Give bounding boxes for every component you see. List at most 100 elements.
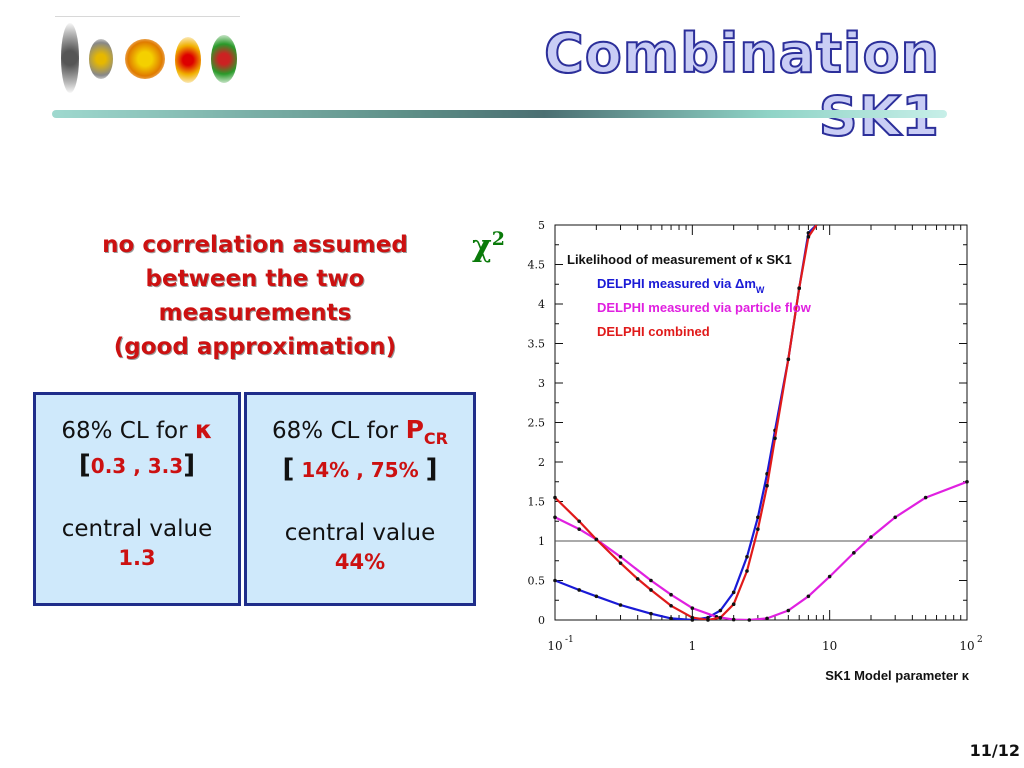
series-point xyxy=(806,235,811,239)
x-tick-exponent: -1 xyxy=(565,635,574,645)
series-point xyxy=(745,555,749,559)
series-point xyxy=(669,603,673,608)
kappa-result-box: 68% CL for κ [0.3 , 3.3] central value 1… xyxy=(33,392,241,606)
correlation-note: no correlation assumed between the two m… xyxy=(90,228,420,364)
chi-symbol: χ xyxy=(472,229,492,264)
series-point xyxy=(806,594,811,599)
y-tick-label: 0 xyxy=(538,614,545,627)
kappa-central-value: 1.3 xyxy=(118,546,156,570)
series-point xyxy=(923,495,928,500)
experiment-logo-strip xyxy=(55,16,240,107)
series-point xyxy=(577,588,581,592)
series-point xyxy=(553,515,557,520)
pcr-result-box: 68% CL for PCR [ 14% , 75% ] central val… xyxy=(244,392,476,606)
w-boson-event-icon xyxy=(211,35,237,83)
pcr-central-value: 44% xyxy=(334,550,386,574)
collision-event-icon xyxy=(89,39,113,79)
chi-square-axis-label: χ2 xyxy=(472,228,505,264)
note-line: between the two xyxy=(145,266,365,292)
range-open-bracket: [ xyxy=(282,454,295,484)
kappa-range-text: 0.3 , 3.3 xyxy=(90,454,184,478)
series-point xyxy=(797,286,801,290)
pcr-cl-prefix: 68% CL for xyxy=(272,418,406,444)
kappa-range: [0.3 , 3.3] xyxy=(36,450,238,480)
slide-title: Combination SK1 xyxy=(543,21,940,149)
y-tick-label: 2.5 xyxy=(528,417,546,430)
y-tick-label: 4 xyxy=(538,298,545,311)
series-point xyxy=(649,578,653,583)
series-point xyxy=(553,495,557,500)
series-point xyxy=(649,611,653,616)
series-point xyxy=(786,608,791,613)
series-point xyxy=(773,436,777,441)
pcr-cl-line: 68% CL for PCR xyxy=(247,415,473,448)
series-point xyxy=(869,535,873,539)
note-line: measurements xyxy=(158,300,352,326)
pcr-central-label: central value xyxy=(284,520,436,546)
legend-entry: DELPHI measured via particle flow xyxy=(597,300,812,315)
range-close-bracket: ] xyxy=(183,450,196,480)
y-tick-label: 1 xyxy=(538,535,545,548)
x-axis-label: SK1 Model parameter κ xyxy=(825,668,970,683)
legend-entry: DELPHI combined xyxy=(597,324,710,339)
kappa-cl-line: 68% CL for κ xyxy=(36,415,238,444)
note-line: (good approximation) xyxy=(113,334,397,360)
electron-event-icon xyxy=(61,23,79,93)
series-point xyxy=(594,537,599,542)
title-underline xyxy=(52,110,947,118)
x-tick-label: 10 xyxy=(822,639,837,653)
series-point xyxy=(765,483,769,488)
pcr-range-text: 14% , 75% xyxy=(294,458,426,482)
x-tick-exponent: 2 xyxy=(977,635,983,645)
series-point xyxy=(690,615,695,620)
chi-power: 2 xyxy=(491,228,505,250)
series-point xyxy=(718,615,723,620)
series-point xyxy=(893,515,897,520)
series-point xyxy=(618,561,623,565)
series-point xyxy=(669,592,673,597)
series-point xyxy=(706,618,710,622)
series-point xyxy=(618,603,623,607)
y-tick-label: 3.5 xyxy=(528,338,546,351)
series-point xyxy=(618,555,623,559)
kappa-cl-prefix: 68% CL for xyxy=(61,418,195,444)
series-point xyxy=(669,616,673,621)
series-point xyxy=(718,608,723,613)
series-point xyxy=(731,617,736,622)
series-point xyxy=(553,578,557,583)
series-point xyxy=(577,519,581,524)
burst-event-icon xyxy=(125,39,165,79)
kappa-central-label: central value xyxy=(61,516,213,542)
legend-entry: DELPHI measured via ΔmW xyxy=(597,276,765,295)
series-point xyxy=(577,527,581,531)
y-tick-label: 5 xyxy=(538,219,545,232)
series-point xyxy=(594,594,599,599)
series-point xyxy=(765,616,769,621)
pcr-symbol: PCR xyxy=(405,415,448,448)
series-point xyxy=(756,527,760,531)
y-tick-label: 2 xyxy=(538,456,545,469)
series-point xyxy=(786,357,791,362)
legend-title: Likelihood of measurement of κ SK1 xyxy=(567,252,792,267)
series-point xyxy=(731,602,736,606)
pcr-range: [ 14% , 75% ] xyxy=(247,454,473,484)
range-close-bracket: ] xyxy=(425,454,438,484)
series-point xyxy=(649,588,653,592)
y-tick-label: 3 xyxy=(538,377,545,390)
page-number: 11/12 xyxy=(969,741,1020,760)
series-point xyxy=(827,574,832,579)
series-point xyxy=(690,606,695,610)
range-open-bracket: [ xyxy=(78,450,91,480)
pcr-symbol-main: P xyxy=(405,415,424,444)
y-tick-label: 4.5 xyxy=(528,259,546,272)
y-tick-label: 1.5 xyxy=(528,496,546,509)
legend-entry-subscript: W xyxy=(756,285,765,295)
x-tick-label: 10 xyxy=(547,639,562,653)
series-point xyxy=(731,590,736,595)
series-point xyxy=(852,551,856,555)
kappa-symbol: κ xyxy=(194,415,213,444)
w-pair-event-icon xyxy=(175,37,201,83)
series-point xyxy=(745,569,749,573)
y-tick-label: 0.5 xyxy=(528,575,546,588)
